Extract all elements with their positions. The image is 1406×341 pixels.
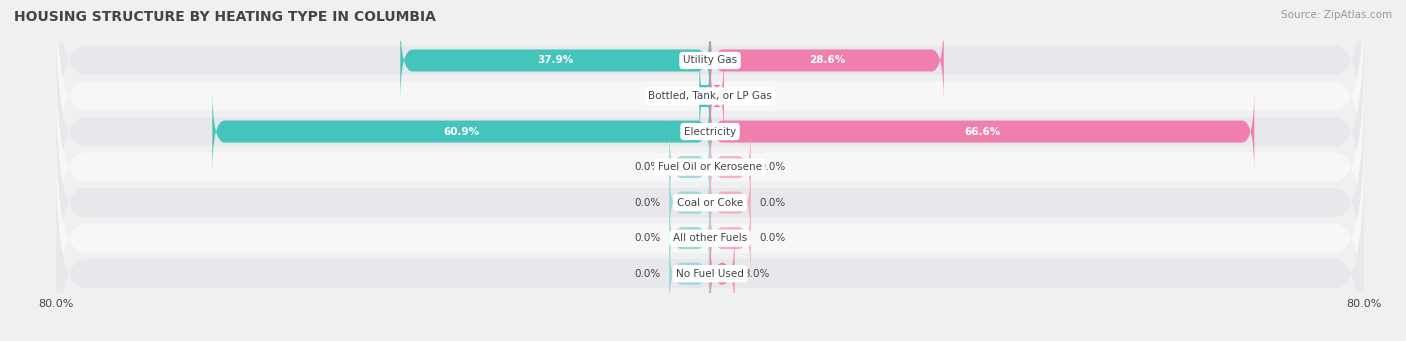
FancyBboxPatch shape bbox=[56, 128, 1364, 341]
FancyBboxPatch shape bbox=[710, 196, 751, 280]
FancyBboxPatch shape bbox=[56, 57, 1364, 277]
Text: 60.9%: 60.9% bbox=[443, 127, 479, 136]
FancyBboxPatch shape bbox=[56, 0, 1364, 170]
Text: 66.6%: 66.6% bbox=[965, 127, 1000, 136]
FancyBboxPatch shape bbox=[710, 160, 751, 245]
FancyBboxPatch shape bbox=[710, 232, 734, 316]
Text: Bottled, Tank, or LP Gas: Bottled, Tank, or LP Gas bbox=[648, 91, 772, 101]
FancyBboxPatch shape bbox=[669, 196, 710, 280]
FancyBboxPatch shape bbox=[697, 54, 711, 138]
Text: All other Fuels: All other Fuels bbox=[673, 233, 747, 243]
FancyBboxPatch shape bbox=[56, 93, 1364, 312]
FancyBboxPatch shape bbox=[710, 125, 751, 209]
FancyBboxPatch shape bbox=[56, 22, 1364, 241]
Text: No Fuel Used: No Fuel Used bbox=[676, 269, 744, 279]
Text: Source: ZipAtlas.com: Source: ZipAtlas.com bbox=[1281, 10, 1392, 20]
Text: Fuel Oil or Kerosene: Fuel Oil or Kerosene bbox=[658, 162, 762, 172]
Text: 28.6%: 28.6% bbox=[808, 56, 845, 65]
Text: 0.0%: 0.0% bbox=[634, 198, 661, 208]
FancyBboxPatch shape bbox=[669, 160, 710, 245]
Text: 37.9%: 37.9% bbox=[537, 56, 574, 65]
Text: Utility Gas: Utility Gas bbox=[683, 56, 737, 65]
Text: 0.0%: 0.0% bbox=[759, 198, 786, 208]
FancyBboxPatch shape bbox=[56, 0, 1364, 206]
FancyBboxPatch shape bbox=[710, 18, 943, 103]
FancyBboxPatch shape bbox=[212, 89, 710, 174]
Text: 1.7%: 1.7% bbox=[733, 91, 759, 101]
Text: 0.0%: 0.0% bbox=[759, 162, 786, 172]
Text: HOUSING STRUCTURE BY HEATING TYPE IN COLUMBIA: HOUSING STRUCTURE BY HEATING TYPE IN COL… bbox=[14, 10, 436, 24]
Text: 0.0%: 0.0% bbox=[759, 233, 786, 243]
Text: 3.0%: 3.0% bbox=[742, 269, 769, 279]
Text: 0.0%: 0.0% bbox=[634, 233, 661, 243]
FancyBboxPatch shape bbox=[710, 89, 1254, 174]
Text: Electricity: Electricity bbox=[683, 127, 737, 136]
FancyBboxPatch shape bbox=[401, 18, 710, 103]
FancyBboxPatch shape bbox=[710, 54, 724, 138]
FancyBboxPatch shape bbox=[56, 164, 1364, 341]
Text: 0.0%: 0.0% bbox=[634, 269, 661, 279]
FancyBboxPatch shape bbox=[669, 125, 710, 209]
Text: 0.0%: 0.0% bbox=[634, 162, 661, 172]
FancyBboxPatch shape bbox=[669, 232, 710, 316]
Text: 1.3%: 1.3% bbox=[665, 91, 692, 101]
Text: Coal or Coke: Coal or Coke bbox=[676, 198, 744, 208]
